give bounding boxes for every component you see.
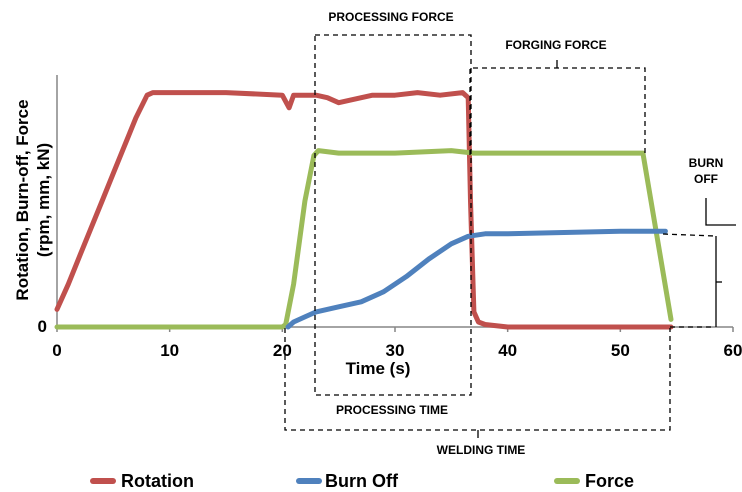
x-tick-label: 20 [273,341,292,360]
legend-label-burn-off: Burn Off [325,471,399,491]
x-tick-label: 50 [611,341,630,360]
forging-force-bracket [469,67,646,155]
x-tick-label: 40 [498,341,517,360]
series-line-burn-off [285,228,668,330]
y-axis-title-line-1: Rotation, Burn-off, Force [13,99,32,300]
burn-off-label-line-1: BURN [689,156,724,170]
series-line-force [54,148,674,330]
burn-off-dash-top [662,233,716,237]
x-tick-label: 30 [386,341,405,360]
legend-label-force: Force [585,471,634,491]
series-line-rotation [54,90,674,330]
legend-label-rotation: Rotation [121,471,194,491]
x-tick-label: 60 [724,341,742,360]
y-axis-title-line-2: (rpm, mm, kN) [34,143,53,257]
processing-time-box [314,34,472,396]
x-tick-label: 10 [160,341,179,360]
x-tick-labels: 0 10 20 30 40 50 60 [52,341,742,360]
processing-force-label: PROCESSING FORCE [328,10,453,24]
x-tick-label: 0 [52,341,61,360]
x-axis-title: Time (s) [346,359,411,378]
welding-time-label: WELDING TIME [437,443,526,457]
legend: Rotation Burn Off Force [90,471,634,491]
processing-time-label: PROCESSING TIME [336,403,448,417]
forging-force-label: FORGING FORCE [505,38,606,52]
burn-off-pointer [705,198,736,226]
y-axis-title: Rotation, Burn-off, Force (rpm, mm, kN) [13,99,53,300]
burn-off-label-line-2: OFF [694,172,718,186]
y-tick-label-0: 0 [38,317,47,336]
